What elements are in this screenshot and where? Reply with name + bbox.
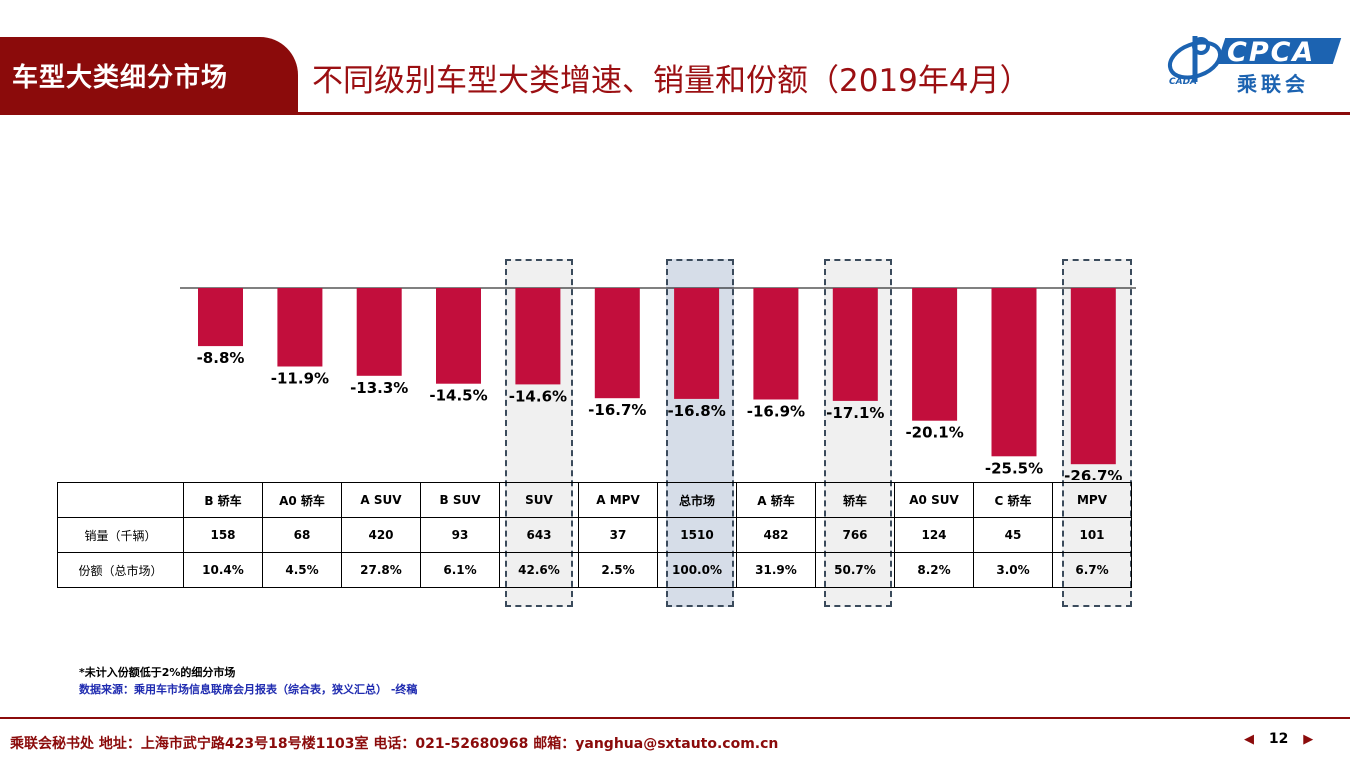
bar-0 xyxy=(198,288,243,347)
table-cell: 31.9% xyxy=(736,552,816,588)
page-title: 不同级别车型大类增速、销量和份额（2019年4月） xyxy=(312,63,1031,99)
column-header: A0 SUV xyxy=(894,482,974,518)
header-divider xyxy=(0,112,1350,115)
table-row-sales: 销量（千辆） 158 68 420 93 643 37 1510 482 766 124 45 101 xyxy=(57,517,1132,553)
table-cell: 3.0% xyxy=(973,552,1053,588)
globe-icon xyxy=(1167,36,1223,82)
table-cell: 6.1% xyxy=(420,552,500,588)
bar-3 xyxy=(436,288,481,384)
exclusion-note: *未计入份额低于2%的细分市场 xyxy=(79,666,236,679)
table-cell: 68 xyxy=(262,517,342,553)
bar-label-11: -26.7% xyxy=(1064,467,1122,480)
column-header: 总市场 xyxy=(657,482,737,518)
column-header: A SUV xyxy=(341,482,421,518)
column-header: A 轿车 xyxy=(736,482,816,518)
table-cell: 482 xyxy=(736,517,816,553)
bar-label-8: -17.1% xyxy=(826,404,884,422)
source-note: 数据来源：乘用车市场信息联席会月报表（综合表，狭义汇总） -终稿 xyxy=(79,683,418,696)
column-header: SUV xyxy=(499,482,579,518)
bar-8 xyxy=(832,288,878,401)
row-label: 份额（总市场） xyxy=(57,552,184,588)
column-header: B 轿车 xyxy=(183,482,263,518)
logo-secondary: CADA xyxy=(1169,77,1198,87)
column-header: C 轿车 xyxy=(973,482,1053,518)
table-cell: 1510 xyxy=(657,517,737,553)
table-corner-cell xyxy=(57,482,184,518)
table-cell: 100.0% xyxy=(657,552,737,588)
bar-label-9: -20.1% xyxy=(905,424,963,442)
bar-label-5: -16.7% xyxy=(588,401,646,419)
table-cell: 6.7% xyxy=(1052,552,1132,588)
column-header: MPV xyxy=(1052,482,1132,518)
growth-bar-chart: -8.8% -11.9% -13.3% -14.5% -14.6% -16.7% -16.8… xyxy=(180,287,1136,480)
bar-label-3: -14.5% xyxy=(429,387,487,405)
bar-11 xyxy=(1070,288,1116,465)
table-cell: 45 xyxy=(973,517,1053,553)
table-cell: 93 xyxy=(420,517,500,553)
logo-primary: CPCA xyxy=(1227,37,1316,68)
bar-label-4: -14.6% xyxy=(509,387,567,405)
table-cell: 10.4% xyxy=(183,552,263,588)
table-cell: 50.7% xyxy=(815,552,895,588)
table-header-row: B 轿车 A0 轿车 A SUV B SUV SUV A MPV 总市场 A 轿车 轿车 A0 S… xyxy=(57,482,1132,518)
column-header: A MPV xyxy=(578,482,658,518)
column-header: B SUV xyxy=(420,482,500,518)
table-cell: 420 xyxy=(341,517,421,553)
bar-9 xyxy=(912,288,958,421)
footer-contact: 乘联会秘书处 地址：上海市武宁路423号18号楼1103室 电话：021-526… xyxy=(10,736,779,752)
bar-label-2: -13.3% xyxy=(350,379,408,397)
section-label: 车型大类细分市场 xyxy=(12,63,229,93)
bar-label-0: -8.8% xyxy=(197,349,245,367)
table-cell: 27.8% xyxy=(341,552,421,588)
bar-label-1: -11.9% xyxy=(271,370,329,388)
bar-1 xyxy=(277,288,323,367)
prev-page-icon[interactable]: ◀ xyxy=(1244,732,1254,747)
bar-5 xyxy=(594,288,640,399)
table-cell: 158 xyxy=(183,517,263,553)
table-cell: 643 xyxy=(499,517,579,553)
table-cell: 37 xyxy=(578,517,658,553)
next-page-icon[interactable]: ▶ xyxy=(1303,732,1314,747)
page-number: 12 xyxy=(1268,731,1289,747)
table-cell: 4.5% xyxy=(262,552,342,588)
table-cell: 2.5% xyxy=(578,552,658,588)
bar-7 xyxy=(753,288,799,400)
bar-label-7: -16.9% xyxy=(747,403,805,421)
column-header: A0 轿车 xyxy=(262,482,342,518)
footer-divider xyxy=(0,717,1350,719)
table-cell: 42.6% xyxy=(499,552,579,588)
bar-4 xyxy=(515,288,561,385)
row-label: 销量（千辆） xyxy=(57,517,184,553)
table-cell: 124 xyxy=(894,517,974,553)
table-cell: 766 xyxy=(815,517,895,553)
sales-share-table: B 轿车 A0 轿车 A SUV B SUV SUV A MPV 总市场 A 轿车 轿车 A0 S… xyxy=(57,482,1132,588)
logo-chinese: 乘联会 xyxy=(1237,72,1309,96)
bar-label-6: -16.8% xyxy=(667,402,725,420)
column-header: 轿车 xyxy=(815,482,895,518)
table-cell: 101 xyxy=(1052,517,1132,553)
page-nav: ◀ 12 ▶ xyxy=(1244,731,1313,747)
table-cell: 8.2% xyxy=(894,552,974,588)
bar-label-10: -25.5% xyxy=(985,459,1043,477)
bar-2 xyxy=(356,288,402,376)
bar-6 xyxy=(674,288,720,399)
bar-10 xyxy=(991,288,1037,457)
section-tab xyxy=(0,37,298,113)
table-row-share: 份额（总市场） 10.4% 4.5% 27.8% 6.1% 42.6% 2.5% 100.0%… xyxy=(57,552,1132,588)
cpca-logo: CADA CPCA 乘联会 xyxy=(1165,30,1345,96)
